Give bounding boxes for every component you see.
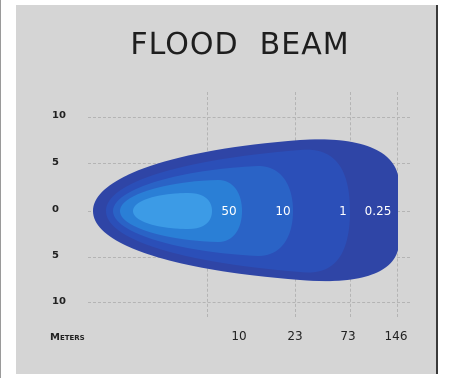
y-label-10-bottom: 10 <box>52 296 66 307</box>
diagram-title: FLOOD BEAM <box>130 27 350 62</box>
left-frame-line <box>0 0 1 378</box>
y-label-10-top: 10 <box>52 110 66 121</box>
zone-label-0-25: 0.25 <box>364 204 392 218</box>
zone-label-50: 50 <box>221 204 237 218</box>
zone-label-10: 10 <box>275 204 291 218</box>
grid-line-y-10-top <box>88 117 410 118</box>
beam-zone-core <box>133 193 212 229</box>
x-label-73: 73 <box>340 329 356 343</box>
y-label-0: 0 <box>52 204 59 215</box>
x-label-146: 146 <box>384 329 408 343</box>
grid-line-y-10-bottom <box>88 302 410 303</box>
x-label-10: 10 <box>231 329 247 343</box>
x-label-23: 23 <box>287 329 303 343</box>
x-axis-title: Meters <box>50 332 85 343</box>
y-label-5-bottom: 5 <box>52 250 59 261</box>
y-label-5-top: 5 <box>52 157 59 168</box>
zone-label-1: 1 <box>339 204 347 218</box>
